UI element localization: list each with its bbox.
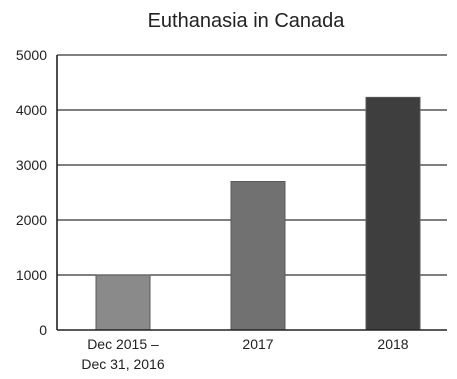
- y-tick-label-1000: 1000: [16, 267, 47, 283]
- x-tick-label-2-line-0: 2018: [377, 336, 408, 352]
- bar-1: [230, 181, 286, 331]
- bar-2: [365, 96, 421, 331]
- y-tick-labels: 0 1000 2000 3000 4000 5000: [16, 47, 47, 338]
- bar-0: [95, 274, 151, 331]
- x-tick-label-1: 2017: [242, 336, 273, 352]
- x-tick-label-1-line-0: 2017: [242, 336, 273, 352]
- y-tick-label-2000: 2000: [16, 212, 47, 228]
- y-tick-label-3000: 3000: [16, 157, 47, 173]
- y-tick-label-0: 0: [39, 322, 47, 338]
- x-tick-label-2: 2018: [377, 336, 408, 352]
- y-tick-label-4000: 4000: [16, 102, 47, 118]
- chart-title: Euthanasia in Canada: [148, 10, 346, 32]
- x-tick-label-0-line-1: Dec 31, 2016: [81, 356, 164, 372]
- x-tick-label-0-line-0: Dec 2015 –: [87, 336, 159, 352]
- y-tick-label-5000: 5000: [16, 47, 47, 63]
- x-tick-labels: Dec 2015 – Dec 31, 2016 2017 2018: [81, 336, 408, 372]
- bars: [95, 96, 421, 331]
- axes: [56, 55, 447, 331]
- x-tick-label-0: Dec 2015 – Dec 31, 2016: [81, 336, 164, 372]
